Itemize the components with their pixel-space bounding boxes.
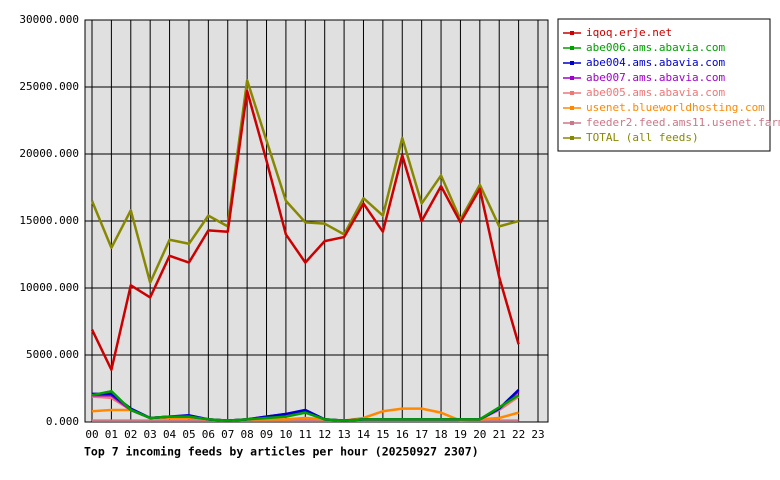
- legend-marker: [570, 91, 574, 95]
- chart-title: Top 7 incoming feeds by articles per hou…: [84, 445, 479, 459]
- x-tick-label: 00: [85, 428, 98, 441]
- legend-label: abe007.ams.abavia.com: [586, 71, 725, 84]
- x-tick-label: 11: [299, 428, 312, 441]
- x-tick-label: 03: [144, 428, 157, 441]
- legend-label: feeder2.feed.ams11.usenet.farm: [586, 116, 780, 129]
- legend-label: TOTAL (all feeds): [586, 131, 699, 144]
- legend-marker: [570, 136, 574, 140]
- x-tick-label: 06: [202, 428, 215, 441]
- y-tick-label: 30000.000: [19, 13, 79, 26]
- x-tick-label: 08: [241, 428, 254, 441]
- series-line: [90, 89, 520, 371]
- x-tick-label: 14: [357, 428, 371, 441]
- legend-label: abe004.ams.abavia.com: [586, 56, 725, 69]
- y-tick-label: 20000.000: [19, 147, 79, 160]
- x-tick-label: 02: [124, 428, 137, 441]
- x-tick-label: 21: [493, 428, 506, 441]
- x-tick-label: 17: [415, 428, 428, 441]
- x-tick-label: 05: [182, 428, 195, 441]
- y-tick-label: 10000.000: [19, 281, 79, 294]
- legend-marker: [570, 121, 574, 125]
- y-tick-label: 15000.000: [19, 214, 79, 227]
- y-tick-label: 0.000: [46, 415, 79, 428]
- legend-marker: [570, 46, 574, 50]
- x-tick-label: 16: [396, 428, 409, 441]
- legend-marker: [570, 76, 574, 80]
- legend-label: abe005.ams.abavia.com: [586, 86, 725, 99]
- x-tick-label: 10: [279, 428, 292, 441]
- x-tick-label: 12: [318, 428, 331, 441]
- x-tick-label: 23: [531, 428, 544, 441]
- legend-marker: [570, 106, 574, 110]
- x-tick-label: 18: [434, 428, 447, 441]
- legend-marker: [570, 61, 574, 65]
- y-tick-label: 5000.000: [26, 348, 79, 361]
- series-line: [91, 389, 520, 422]
- x-tick-label: 01: [105, 428, 118, 441]
- legend-label: usenet.blueworldhosting.com: [586, 101, 765, 114]
- x-tick-label: 19: [454, 428, 467, 441]
- legend-marker: [570, 31, 574, 35]
- legend-label: iqoq.erje.net: [586, 26, 672, 39]
- x-tick-label: 04: [163, 428, 177, 441]
- x-tick-label: 15: [376, 428, 389, 441]
- x-tick-label: 07: [221, 428, 234, 441]
- legend-label: abe006.ams.abavia.com: [586, 41, 725, 54]
- x-tick-label: 09: [260, 428, 273, 441]
- x-tick-label: 20: [473, 428, 486, 441]
- legend-box: [557, 18, 771, 152]
- y-tick-label: 25000.000: [19, 80, 79, 93]
- series-line: [90, 79, 519, 284]
- x-tick-label: 22: [512, 428, 525, 441]
- x-tick-label: 13: [337, 428, 350, 441]
